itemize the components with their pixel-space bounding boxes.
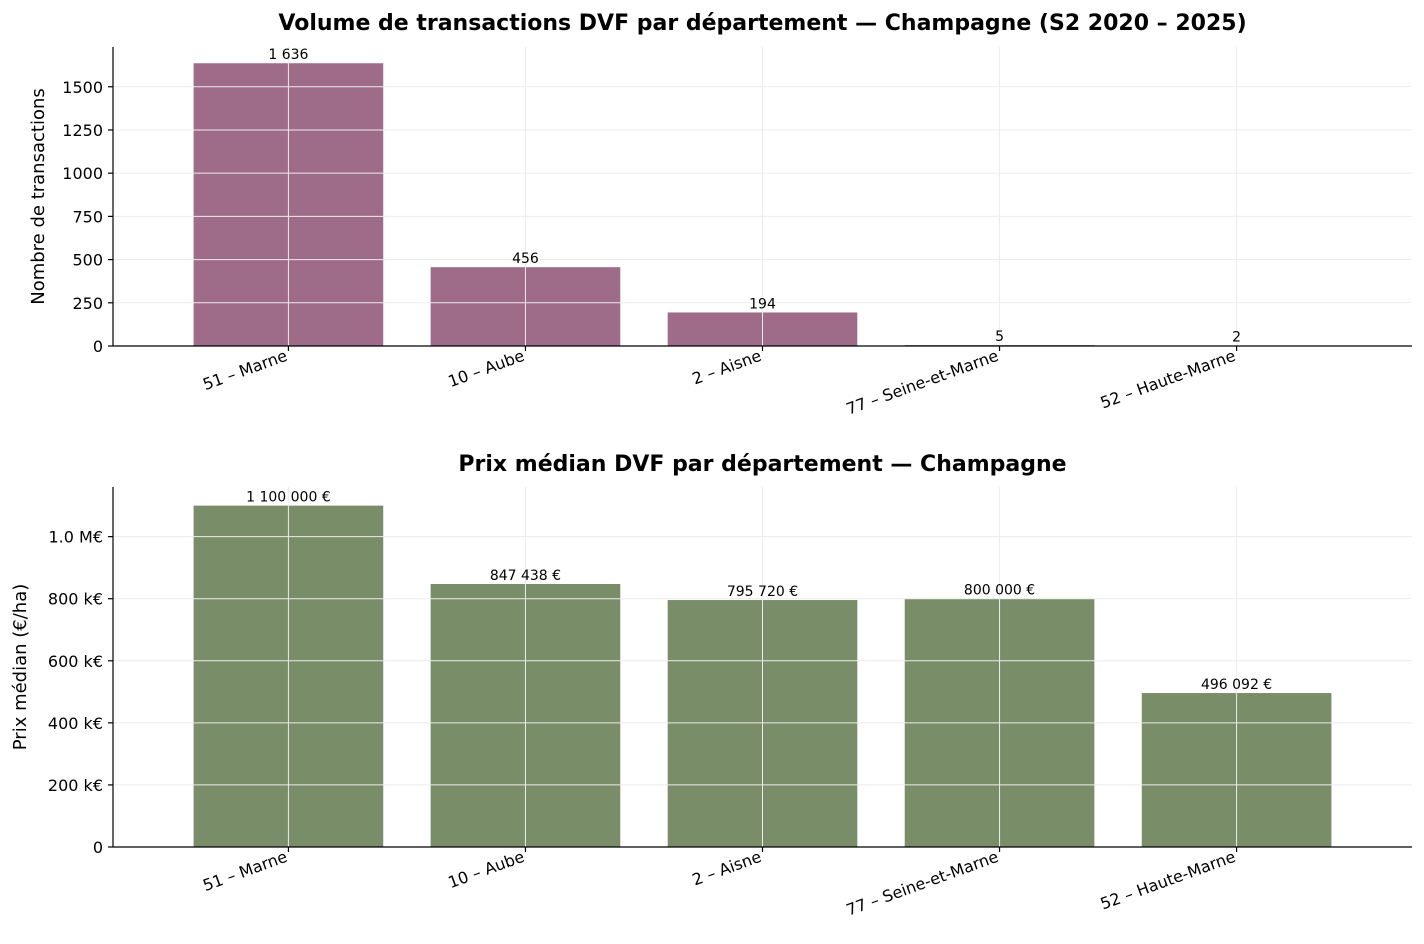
x-tick-label: 2 – Aisne — [690, 847, 764, 890]
data-label: 5 — [995, 329, 1004, 345]
data-label: 795 720 € — [727, 584, 798, 600]
y-tick-label: 0 — [93, 838, 103, 857]
x-tick-label: 2 – Aisne — [690, 346, 764, 389]
data-label: 2 — [1232, 330, 1241, 346]
data-label: 1 100 000 € — [246, 490, 331, 506]
x-tick-label: 10 – Aube — [446, 346, 527, 391]
y-tick-label: 500 — [72, 251, 103, 270]
x-tick-label: 52 – Haute-Marne — [1098, 847, 1238, 914]
x-tick-label: 51 – Marne — [200, 346, 290, 394]
y-axis-label: Prix médian (€/ha) — [10, 584, 31, 751]
data-label: 1 636 — [268, 47, 308, 63]
data-label: 194 — [749, 296, 776, 312]
y-axis-label: Nombre de transactions — [28, 88, 49, 305]
data-label: 456 — [512, 251, 539, 267]
y-tick-label: 250 — [72, 294, 103, 313]
x-tick-label: 10 – Aube — [446, 847, 527, 892]
y-tick-label: 200 k€ — [48, 776, 103, 795]
x-tick-label: 77 – Seine-et-Marne — [844, 847, 1001, 920]
x-tick-label: 51 – Marne — [200, 847, 290, 895]
y-tick-label: 1250 — [62, 121, 103, 140]
y-tick-label: 800 k€ — [48, 590, 103, 609]
data-label: 847 438 € — [490, 568, 561, 584]
y-tick-label: 750 — [72, 207, 103, 226]
chart-title: Volume de transactions DVF par départeme… — [278, 11, 1246, 36]
y-tick-label: 400 k€ — [48, 714, 103, 733]
y-tick-label: 1500 — [62, 78, 103, 97]
data-label: 800 000 € — [964, 583, 1035, 599]
y-tick-label: 0 — [93, 337, 103, 356]
x-tick-label: 77 – Seine-et-Marne — [844, 346, 1001, 419]
x-tick-label: 52 – Haute-Marne — [1098, 346, 1238, 413]
y-tick-label: 1.0 M€ — [48, 528, 103, 547]
y-tick-label: 1000 — [62, 164, 103, 183]
data-label: 496 092 € — [1201, 677, 1272, 693]
chart-title: Prix médian DVF par département — Champa… — [458, 452, 1066, 477]
y-tick-label: 600 k€ — [48, 652, 103, 671]
